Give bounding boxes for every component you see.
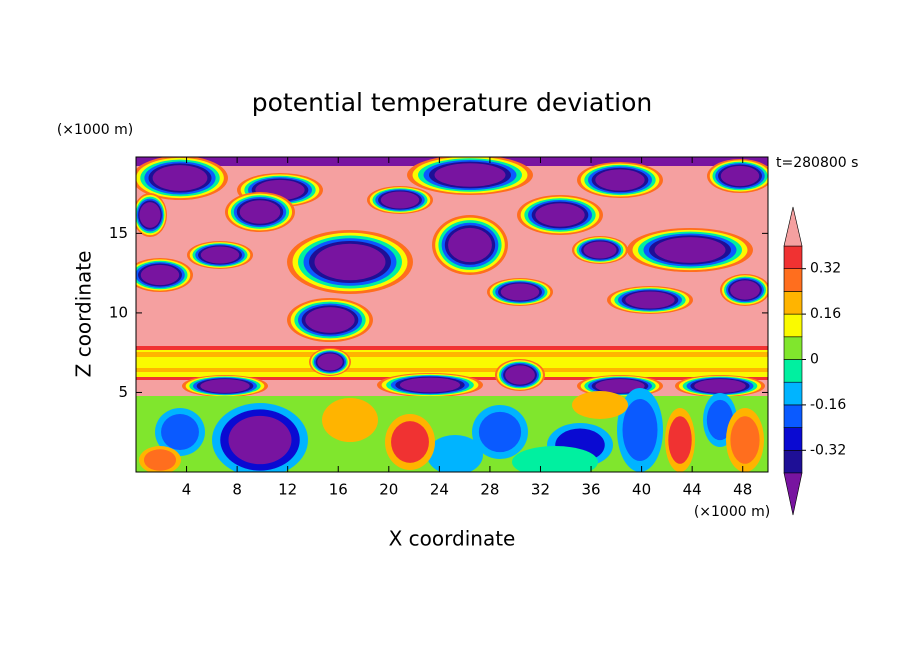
contour-region xyxy=(136,368,768,372)
contour-region xyxy=(583,241,617,259)
contour-region xyxy=(152,165,208,191)
colorbar-tick-label: -0.16 xyxy=(810,397,846,413)
chart-title: potential temperature deviation xyxy=(252,88,652,117)
y-tick-label: 5 xyxy=(118,383,128,401)
colorbar-over xyxy=(783,206,803,247)
colorbar-tick-label: 0 xyxy=(810,352,819,368)
contour-field xyxy=(136,157,768,472)
contour-region xyxy=(136,352,768,357)
contour-region xyxy=(622,399,658,461)
contour-region xyxy=(314,243,386,281)
colorbar-tick-label: -0.32 xyxy=(810,442,846,458)
contour-region xyxy=(228,415,292,465)
colorbar-box xyxy=(783,381,803,406)
y-tick-label: 10 xyxy=(109,303,128,321)
contour-region xyxy=(572,391,628,419)
contour-region xyxy=(200,246,240,264)
contour-region xyxy=(595,169,645,191)
contour-region xyxy=(730,280,760,300)
x-tick-label: 48 xyxy=(733,481,752,499)
contour-region xyxy=(200,379,250,393)
colorbar-tick-label: 0.16 xyxy=(810,306,841,322)
colorbar-under xyxy=(783,472,803,516)
y-axis-label: Z coordinate xyxy=(72,251,96,378)
contour-region xyxy=(694,379,746,393)
x-tick-label: 8 xyxy=(232,481,242,499)
contour-region xyxy=(161,414,199,450)
x-unit: (×1000 m) xyxy=(694,504,770,520)
contour-region xyxy=(535,203,585,227)
x-tick-label: 44 xyxy=(683,481,702,499)
contour-region xyxy=(317,353,343,371)
contour-region xyxy=(434,163,506,187)
colorbar-box xyxy=(783,268,803,292)
colorbar-box xyxy=(783,359,803,383)
contour-region xyxy=(399,377,461,393)
x-axis-label: X coordinate xyxy=(389,527,516,551)
contour-region xyxy=(500,283,540,301)
x-tick-label: 16 xyxy=(329,481,348,499)
x-tick-label: 40 xyxy=(632,481,651,499)
colorbar-box xyxy=(783,449,803,474)
contour-region xyxy=(668,416,692,464)
contour-region xyxy=(143,449,177,471)
contour-region xyxy=(239,200,281,224)
contour-region xyxy=(730,416,760,464)
y-tick-label: 15 xyxy=(109,224,128,242)
contour-region xyxy=(140,264,180,286)
contour-region xyxy=(139,202,161,228)
colorbar-box xyxy=(783,404,803,428)
contour-region xyxy=(136,346,768,350)
colorbar-box xyxy=(783,336,803,360)
x-tick-label: 28 xyxy=(480,481,499,499)
x-tick-label: 20 xyxy=(379,481,398,499)
contour-region xyxy=(427,435,483,472)
colorbar-box xyxy=(783,291,803,315)
colorbar-box xyxy=(783,427,803,451)
contour-region xyxy=(625,291,675,309)
colorbar-tick-label: 0.32 xyxy=(810,261,841,277)
plot-frame xyxy=(135,156,769,473)
contour-region xyxy=(654,237,726,263)
contour-region xyxy=(380,191,420,209)
contour-region xyxy=(478,411,522,453)
contour-region xyxy=(391,421,429,463)
y-unit: (×1000 m) xyxy=(57,122,133,138)
x-tick-label: 4 xyxy=(182,481,192,499)
contour-region xyxy=(505,365,535,385)
x-tick-label: 12 xyxy=(278,481,297,499)
contour-region xyxy=(512,446,598,472)
time-label: t=280800 s xyxy=(776,155,858,171)
contour-region xyxy=(322,398,378,442)
x-tick-label: 32 xyxy=(531,481,550,499)
x-tick-label: 24 xyxy=(430,481,449,499)
x-tick-label: 36 xyxy=(581,481,600,499)
contour-region xyxy=(595,379,645,393)
contour-region xyxy=(448,227,492,263)
contour-region xyxy=(706,399,734,441)
colorbar-box xyxy=(783,245,803,270)
contour-region xyxy=(720,165,760,187)
colorbar-box xyxy=(783,313,803,338)
contour-region xyxy=(305,307,355,333)
